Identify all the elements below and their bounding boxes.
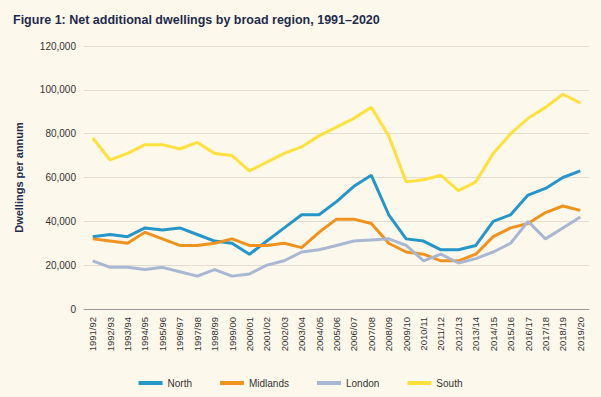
svg-text:London: London bbox=[346, 378, 379, 389]
svg-text:0: 0 bbox=[70, 304, 76, 315]
svg-text:Midlands: Midlands bbox=[249, 378, 289, 389]
svg-text:60,000: 60,000 bbox=[45, 172, 76, 183]
svg-text:80,000: 80,000 bbox=[45, 128, 76, 139]
svg-text:1995/96: 1995/96 bbox=[157, 317, 168, 351]
svg-text:2010/11: 2010/11 bbox=[418, 317, 429, 351]
svg-text:North: North bbox=[168, 378, 192, 389]
svg-text:2009/10: 2009/10 bbox=[401, 317, 412, 351]
svg-text:1992/93: 1992/93 bbox=[105, 317, 116, 351]
svg-text:Dwellings per annum: Dwellings per annum bbox=[13, 122, 25, 233]
svg-text:2013/14: 2013/14 bbox=[470, 317, 481, 351]
svg-text:1997/98: 1997/98 bbox=[192, 317, 203, 351]
svg-text:2001/02: 2001/02 bbox=[261, 317, 272, 351]
svg-text:20,000: 20,000 bbox=[45, 260, 76, 271]
svg-text:1993/94: 1993/94 bbox=[122, 317, 133, 351]
svg-text:2002/03: 2002/03 bbox=[279, 317, 290, 351]
svg-text:2004/05: 2004/05 bbox=[314, 317, 325, 351]
svg-text:2006/07: 2006/07 bbox=[348, 317, 359, 351]
svg-text:2015/16: 2015/16 bbox=[505, 317, 516, 351]
svg-text:2019/20: 2019/20 bbox=[575, 317, 586, 351]
svg-text:1994/95: 1994/95 bbox=[139, 317, 150, 351]
svg-text:2014/15: 2014/15 bbox=[488, 317, 499, 351]
svg-text:2017/18: 2017/18 bbox=[540, 317, 551, 351]
svg-text:2005/06: 2005/06 bbox=[331, 317, 342, 351]
svg-text:100,000: 100,000 bbox=[40, 84, 77, 95]
svg-text:120,000: 120,000 bbox=[40, 41, 77, 52]
svg-text:2008/09: 2008/09 bbox=[383, 317, 394, 351]
svg-text:South: South bbox=[436, 378, 462, 389]
svg-text:1991/92: 1991/92 bbox=[87, 317, 98, 351]
svg-text:2007/08: 2007/08 bbox=[366, 317, 377, 351]
svg-text:2016/17: 2016/17 bbox=[523, 317, 534, 351]
svg-text:1999/00: 1999/00 bbox=[227, 317, 238, 351]
svg-text:2018/19: 2018/19 bbox=[557, 317, 568, 351]
svg-text:2011/12: 2011/12 bbox=[435, 317, 446, 351]
svg-text:2012/13: 2012/13 bbox=[453, 317, 464, 351]
svg-text:1996/97: 1996/97 bbox=[174, 317, 185, 351]
svg-text:2003/04: 2003/04 bbox=[296, 317, 307, 351]
svg-text:Figure 1: Net additional dwell: Figure 1: Net additional dwellings by br… bbox=[13, 13, 380, 27]
svg-text:2000/01: 2000/01 bbox=[244, 317, 255, 351]
svg-text:40,000: 40,000 bbox=[45, 216, 76, 227]
svg-text:1998/99: 1998/99 bbox=[209, 317, 220, 351]
